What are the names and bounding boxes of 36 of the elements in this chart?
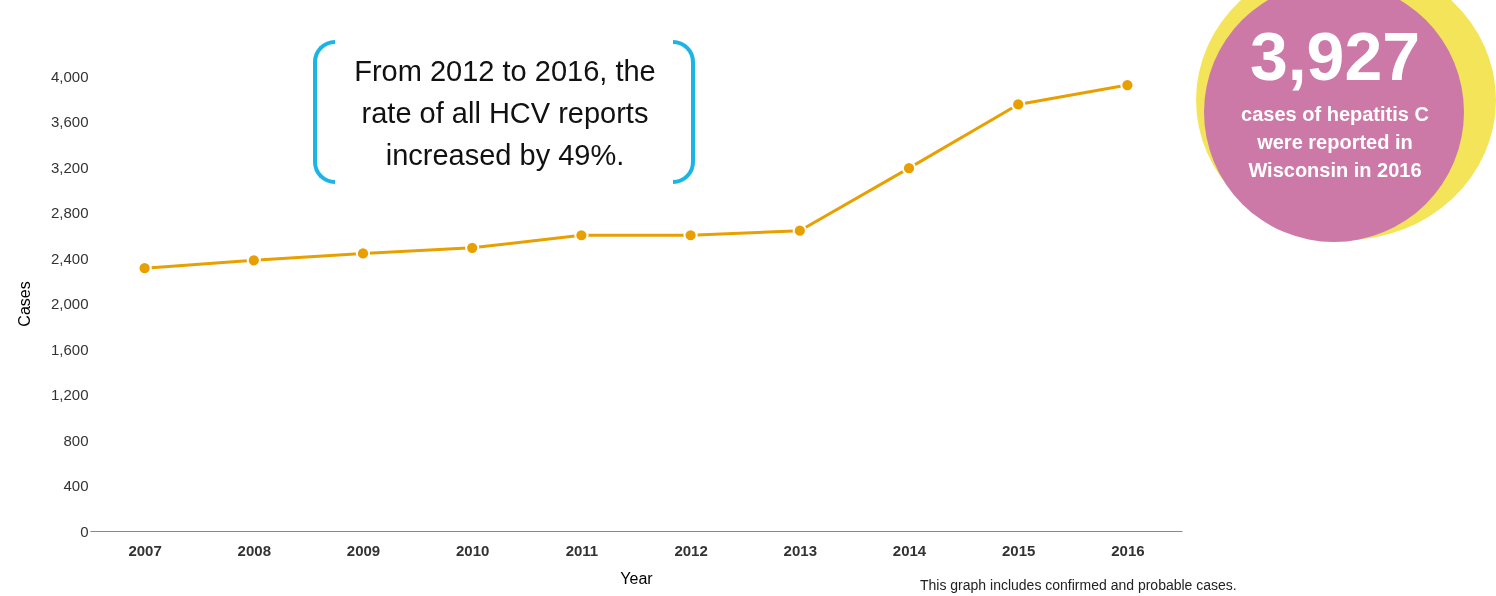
y-tick-label: 2,800 [50,204,89,221]
x-tick-label: 2008 [237,541,271,559]
y-tick-label: 1,200 [50,386,89,403]
y-tick-label: 3,600 [50,113,89,130]
point [683,228,698,243]
point [246,253,261,268]
y-tick-label: 2,400 [50,249,89,267]
x-tick-label: 2012 [674,541,708,559]
x-tick-label: 2010 [456,541,490,559]
text: This graph includes confirmed and probable cases. [920,577,1237,593]
point [355,246,371,261]
y-tick-label: 3,200 [50,158,89,176]
y-tick-label: 2,000 [50,295,89,312]
x-tick-label: 2014 [892,541,927,559]
y-tick-label: 400 [63,477,89,494]
text: 3,927 [1248,18,1422,94]
x-tick-label: 2013 [783,541,817,559]
point [465,240,480,255]
x-tick-label: 2011 [565,541,599,559]
y-tick-label: 0 [80,522,89,540]
x-axis-title: Year [620,569,654,587]
x-tick-label: 2016 [1111,541,1145,559]
point [137,261,152,276]
y-axis-title: Cases [15,281,33,327]
y-tick-label: 4,000 [50,67,89,85]
y-tick-label: 800 [63,431,89,449]
y-tick-label: 1,600 [50,340,89,358]
point [1011,97,1026,112]
point [574,228,589,243]
text: cases of hepatitis C were reported in Wisconsin in 2016 [1240,102,1430,183]
point [792,223,807,238]
x-tick-label: 2007 [128,541,162,559]
point [901,161,917,176]
x-tick-label: 2015 [1002,541,1036,559]
x-tick-label: 2009 [346,541,381,559]
annotation: From 2012 to 2016, the rate of all HCV reports increased by 49%. [353,54,657,173]
